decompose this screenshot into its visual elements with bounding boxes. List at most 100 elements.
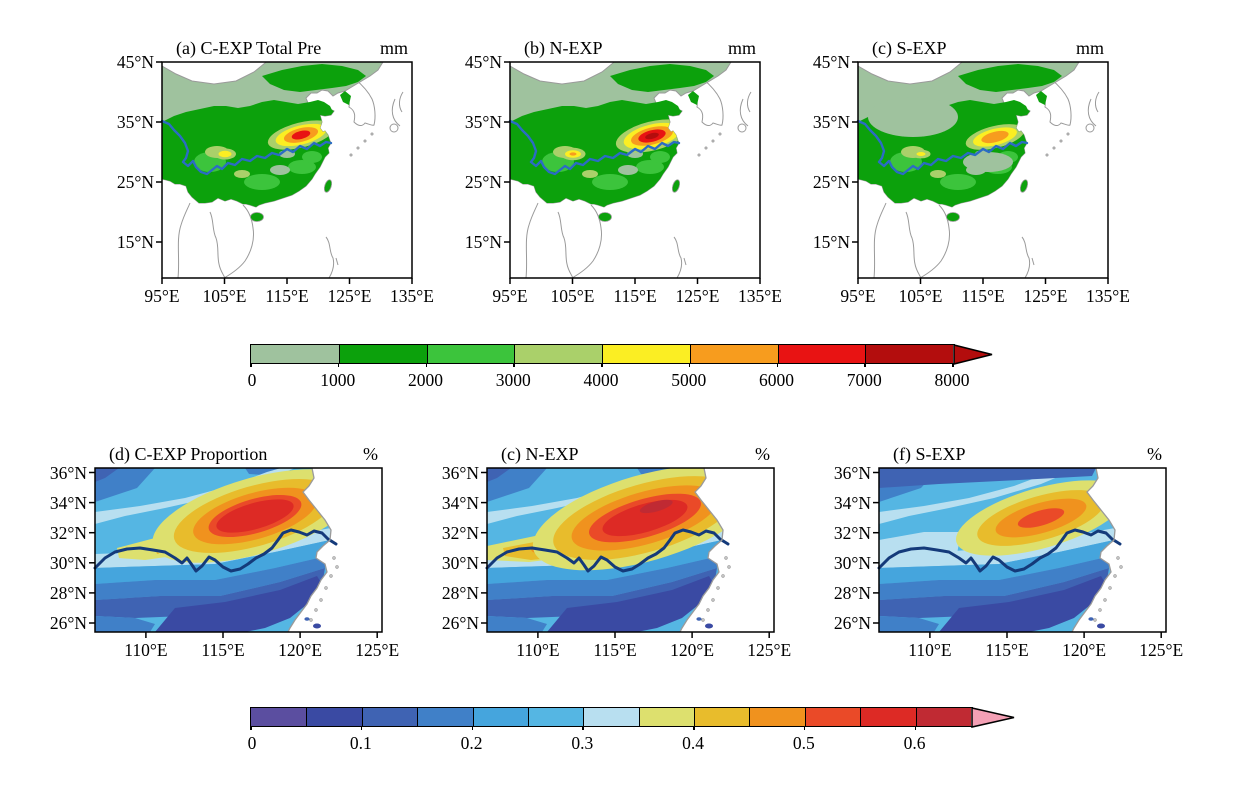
colorbar-segment bbox=[915, 708, 971, 726]
panel-e: (c) N-EXP % 36°N 34°N 32°N 30°N 28°N 26°… bbox=[442, 444, 791, 660]
x-axis-label: 95°E bbox=[144, 286, 180, 306]
panel-b-label: (b) N-EXP bbox=[524, 38, 603, 59]
y-axis-label: 26°N bbox=[833, 613, 871, 633]
x-axis-label: 110°E bbox=[124, 640, 168, 660]
x-axis-label: 110°E bbox=[908, 640, 952, 660]
colorbar-tick-label: 6000 bbox=[759, 370, 794, 390]
colorbar-tick-label: 0.5 bbox=[792, 733, 815, 753]
y-axis-label: 15°N bbox=[116, 232, 154, 252]
x-axis-label: 125°E bbox=[327, 286, 372, 306]
colorbar-tick-label: 8000 bbox=[934, 370, 970, 390]
panel-f-title-row: (f) S-EXP % bbox=[879, 441, 1166, 465]
panel-e-label: (c) N-EXP bbox=[501, 444, 579, 465]
x-axis-label: 115°E bbox=[265, 286, 309, 306]
x-axis-label: 135°E bbox=[1086, 286, 1130, 306]
map-b bbox=[503, 61, 761, 285]
y-axis-label: 28°N bbox=[833, 582, 871, 603]
colorbar-tick-label: 3000 bbox=[495, 370, 531, 390]
colorbar-segment bbox=[417, 708, 473, 726]
colorbar-segment bbox=[749, 708, 805, 726]
x-axis-label: 105°E bbox=[898, 286, 943, 306]
x-axis-label: 95°E bbox=[492, 286, 528, 306]
x-axis-label: 115°E bbox=[593, 640, 637, 660]
y-axis-label: 15°N bbox=[812, 232, 850, 252]
y-axis-label: 25°N bbox=[464, 172, 502, 192]
colorbar-tick-label: 0.3 bbox=[571, 733, 594, 753]
proportion-colorbar-body bbox=[250, 707, 973, 727]
panel-f: (f) S-EXP % 36°N 34°N 32°N 30°N 28°N 26°… bbox=[834, 444, 1183, 660]
x-axis-label: 120°E bbox=[1062, 640, 1107, 660]
map-a bbox=[155, 61, 413, 285]
colorbar-tick-label: 0 bbox=[247, 733, 257, 753]
colorbar-segment bbox=[514, 345, 602, 363]
y-axis-label: 30°N bbox=[833, 552, 871, 573]
y-axis-label: 35°N bbox=[116, 112, 154, 132]
colorbar-tick-label: 4000 bbox=[583, 370, 619, 390]
y-axis-label: 30°N bbox=[49, 552, 87, 573]
colorbar-segment bbox=[426, 345, 515, 363]
y-axis-label: 32°N bbox=[833, 522, 871, 543]
x-axis-label: 120°E bbox=[278, 640, 323, 660]
x-axis-label: 125°E bbox=[1023, 286, 1068, 306]
colorbar-segment bbox=[638, 708, 694, 726]
x-axis-label: 105°E bbox=[550, 286, 595, 306]
x-axis-label: 110°E bbox=[516, 640, 560, 660]
y-axis-label: 34°N bbox=[441, 492, 479, 513]
colorbar-segment bbox=[306, 708, 362, 726]
panel-f-unit: % bbox=[1147, 444, 1162, 465]
colorbar-segment bbox=[251, 708, 307, 726]
colorbar-segment bbox=[804, 708, 861, 726]
panel-c-title-row: (c) S-EXP mm bbox=[858, 35, 1108, 59]
panel-c-unit: mm bbox=[1075, 38, 1104, 59]
map-c bbox=[851, 61, 1109, 285]
colorbar-tick-label: 0.6 bbox=[903, 733, 926, 753]
colorbar-segment bbox=[694, 708, 750, 726]
colorbar-segment bbox=[338, 345, 427, 363]
x-axis-label: 105°E bbox=[202, 286, 247, 306]
y-axis-label: 36°N bbox=[833, 462, 871, 483]
y-axis-label: 45°N bbox=[116, 52, 154, 72]
x-axis-label: 115°E bbox=[613, 286, 657, 306]
colorbar-segment bbox=[583, 708, 639, 726]
panel-a-label: (a) C-EXP Total Pre bbox=[176, 38, 322, 59]
y-axis-label: 25°N bbox=[812, 172, 850, 192]
panel-e-title-row: (c) N-EXP % bbox=[487, 441, 774, 465]
y-axis-label: 34°N bbox=[833, 492, 871, 513]
panel-a-title-row: (a) C-EXP Total Pre mm bbox=[162, 35, 412, 59]
y-axis-label: 35°N bbox=[812, 112, 850, 132]
panel-f-label: (f) S-EXP bbox=[893, 444, 966, 465]
colorbar-arrow-icon bbox=[953, 344, 993, 365]
panel-d-title-row: (d) C-EXP Proportion % bbox=[95, 441, 382, 465]
colorbar-segment bbox=[251, 345, 339, 363]
panel-b-unit: mm bbox=[727, 38, 756, 59]
x-axis-label: 125°E bbox=[355, 640, 400, 660]
y-axis-label: 26°N bbox=[441, 613, 479, 633]
map-e bbox=[480, 467, 775, 639]
x-axis-label: 95°E bbox=[840, 286, 876, 306]
y-axis-label: 32°N bbox=[49, 522, 87, 543]
y-axis-label: 32°N bbox=[441, 522, 479, 543]
y-axis-label: 28°N bbox=[441, 582, 479, 603]
colorbar-segment bbox=[865, 345, 953, 363]
y-axis-label: 30°N bbox=[441, 552, 479, 573]
panel-e-unit: % bbox=[755, 444, 770, 465]
y-axis-label: 36°N bbox=[441, 462, 479, 483]
y-axis-label: 15°N bbox=[464, 232, 502, 252]
colorbar-tick-label: 0.4 bbox=[682, 733, 705, 753]
y-axis-label: 35°N bbox=[464, 112, 502, 132]
x-axis-label: 120°E bbox=[670, 640, 715, 660]
map-f bbox=[872, 467, 1167, 639]
precip-colorbar: 0 1000 2000 3000 4000 5000 6000 7000 800… bbox=[247, 344, 993, 394]
x-axis-label: 125°E bbox=[1139, 640, 1184, 660]
panel-a-unit: mm bbox=[379, 38, 408, 59]
panel-c: (c) S-EXP mm 45°N 35°N 25°N 15°N 95°E 10… bbox=[813, 38, 1130, 306]
colorbar-segment bbox=[689, 345, 778, 363]
colorbar-arrow-icon bbox=[971, 707, 1015, 728]
x-axis-label: 125°E bbox=[675, 286, 720, 306]
panel-b-title-row: (b) N-EXP mm bbox=[510, 35, 760, 59]
precip-colorbar-body bbox=[250, 344, 955, 364]
colorbar-tick-label: 0 bbox=[247, 370, 257, 390]
proportion-colorbar: 0 0.1 0.2 0.3 0.4 0.5 0.6 bbox=[247, 707, 1016, 757]
colorbar-segment bbox=[860, 708, 916, 726]
colorbar-tick-label: 2000 bbox=[408, 370, 443, 390]
